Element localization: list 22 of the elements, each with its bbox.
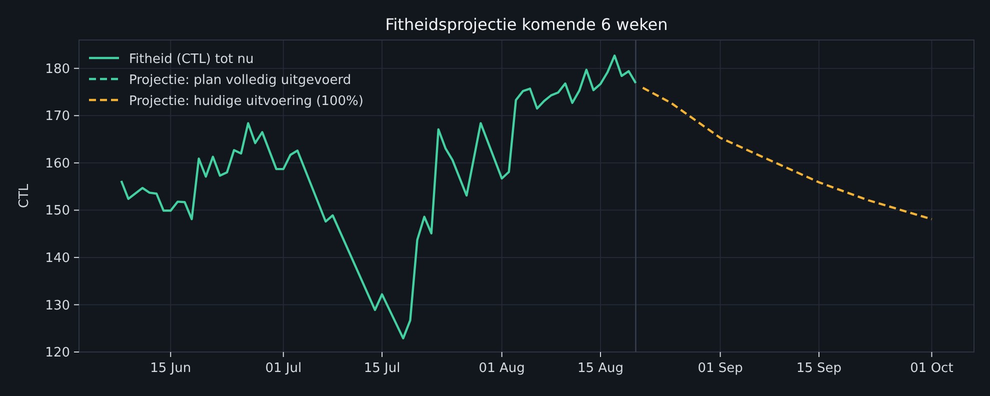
line-series: [120, 54, 637, 340]
x-tick-label: 01 Aug: [478, 361, 525, 376]
y-tick-label: 130: [45, 298, 70, 314]
y-tick-label: 140: [45, 251, 70, 266]
x-tick-label: 15 Jun: [150, 361, 192, 376]
legend-label: Fitheid (CTL) tot nu: [129, 52, 254, 67]
x-tick-label: 15 Sep: [796, 361, 842, 376]
x-tick-label: 15 Jul: [364, 361, 400, 376]
y-tick-label: 160: [45, 156, 70, 172]
legend-label: Projectie: huidige uitvoering (100%): [129, 94, 364, 109]
y-tick-label: 120: [45, 346, 70, 361]
x-tick-label: 01 Jul: [265, 361, 302, 376]
y-tick-label: 170: [45, 109, 70, 124]
y-tick-label: 180: [45, 62, 70, 77]
y-tick-label: 150: [45, 204, 70, 219]
chart-title: Fitheidsprojectie komende 6 weken: [385, 15, 668, 34]
x-tick-label: 15 Aug: [577, 361, 624, 376]
legend-label: Projectie: plan volledig uitgevoerd: [129, 73, 352, 88]
x-tick-label: 01 Oct: [910, 361, 954, 376]
x-tick-label: 01 Sep: [698, 361, 743, 376]
line-series: [642, 86, 933, 220]
y-axis-title: CTL: [17, 183, 32, 208]
